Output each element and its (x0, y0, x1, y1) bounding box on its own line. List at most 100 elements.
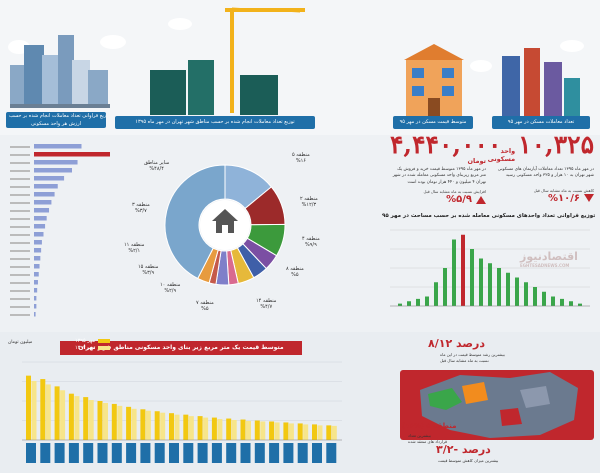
histogram-bar (425, 296, 429, 306)
donut-label-z5: منطقه ۵ %۱۶ (292, 152, 310, 164)
zone-tick-label (140, 443, 151, 463)
hbar-bar (34, 288, 38, 293)
hbar-bar (34, 296, 37, 301)
donut-label-z11: منطقه ۱۱ %۲/۱ (124, 242, 145, 254)
zone-tick-label (126, 443, 137, 463)
house-icon (212, 209, 238, 233)
hbar-bar (34, 176, 65, 181)
price-banner: متوسط قیمت مسکن در مهر ۹۵ (393, 116, 473, 129)
hbar-bar (34, 152, 110, 157)
bar-1395 (111, 403, 117, 440)
hbar-tick-label (10, 202, 30, 204)
histogram-bar (533, 287, 537, 306)
hbar-tick-label (10, 154, 30, 156)
count-unit: واحد مسکونی (487, 147, 516, 163)
value-distribution-banner: توزیع فراوانی تعداد معاملات انجام شده بر… (6, 112, 106, 128)
donut-label-z8: منطقه ۸ %۵ (286, 266, 304, 278)
hbar-tick-label (10, 290, 30, 292)
histogram-bar (551, 296, 555, 306)
zone-tick-label (154, 443, 165, 463)
histogram-bar (398, 303, 402, 306)
banner-line-1: توزیع فراوانی تعداد معاملات انجام شده بر… (9, 113, 106, 119)
count-change: %۱۰/۶ (548, 192, 580, 204)
bar-1395 (183, 414, 189, 440)
count-desc: در مهر ماه ۱۳۹۵ تعداد معاملات آپارتمان ه… (497, 167, 594, 179)
legend-1395-label: مهر ۱۳۹۵ (75, 338, 96, 344)
bar-1394 (317, 425, 323, 440)
bar-1395 (297, 423, 303, 440)
bar-1394 (74, 396, 80, 440)
zone-highlight: منطقه ۵ (%۱۶) (402, 422, 457, 430)
histogram-bar (452, 239, 456, 306)
donut-label-z7: منطقه ۷ %۵ (196, 300, 214, 312)
hbar-bar (34, 248, 42, 253)
zone-tick-label (197, 443, 208, 463)
hbar-tick-label (10, 274, 30, 276)
bar-1394 (274, 422, 280, 440)
zone-tick-label (283, 443, 294, 463)
legend-1395: مهر ۱۳۹۵ (75, 338, 111, 344)
zone-price-bar-chart (22, 361, 342, 463)
bar-1394 (303, 424, 309, 440)
zone-tick-label (169, 443, 179, 463)
towers-illustration (502, 48, 580, 118)
donut-slice (164, 164, 226, 280)
zone-tick-label (297, 443, 308, 463)
zone-tick-label (83, 443, 94, 463)
hbar-bar (34, 200, 52, 205)
hbar-tick-label (10, 210, 30, 212)
watermark-sub: EGHTESADNEWS.COM (520, 263, 570, 268)
increase-desc-2: نسبت به ماه مشابه سال قبل (440, 358, 489, 363)
cloud-decoration (560, 40, 584, 52)
bar-1395 (54, 386, 60, 440)
histogram-bar (443, 268, 447, 306)
bar-1394 (260, 421, 266, 440)
legend-1394: مهر ۱۳۹۴ (75, 345, 111, 351)
zone-tick-label (269, 443, 280, 463)
bar-1395 (254, 420, 260, 440)
bar-1394 (60, 390, 66, 440)
bar-1394 (31, 381, 37, 440)
hbar-tick-label (10, 218, 30, 220)
bar-1395 (211, 417, 217, 440)
hbar-tick-label (10, 250, 30, 252)
watermark-logo: اقتصادنیوز EGHTESADNEWS.COM (520, 250, 578, 268)
donut-label-z14: منطقه ۱۴ %۴/۷ (256, 298, 277, 310)
hbar-bar (34, 312, 36, 317)
bar-1395 (97, 401, 103, 440)
histogram-bar (470, 249, 474, 306)
price-change: %۵/۹ (446, 194, 472, 206)
count-stat: واحد مسکونی ۱۰,۳۲۵ در مهر ماه ۱۳۹۵ تعداد… (487, 132, 594, 204)
hbar-bar (34, 272, 39, 277)
zone-tick-label (54, 443, 65, 463)
histogram-bar (578, 303, 582, 306)
price-change-label: افزایش نسبت به ماه مشابه سال قبل (423, 189, 486, 195)
price-unit: تومان (467, 157, 486, 165)
bar-1395 (269, 421, 275, 440)
bar-1395 (83, 397, 89, 440)
cloud-decoration (100, 35, 126, 49)
hbar-tick-label (10, 194, 30, 196)
bar-1394 (160, 412, 166, 440)
hbar-bar (34, 304, 37, 309)
count-banner: تعداد معاملات مسکن در مهر ۹۵ (492, 116, 590, 129)
bar-1394 (188, 416, 194, 440)
bar-1394 (131, 408, 137, 440)
hbar-tick-label (10, 266, 30, 268)
histogram-bar (416, 298, 420, 306)
decrease-triangle-icon (584, 194, 594, 203)
bar-1395 (126, 406, 132, 440)
bottom-chart-title: متوسط قیمت یک متر مربع زیر بنای واحد مسک… (60, 341, 302, 355)
hbar-tick-label (10, 170, 30, 172)
hbar-bar (34, 264, 40, 269)
histogram-bar (479, 258, 483, 306)
bar-1394 (288, 423, 294, 440)
price-value: ۴,۴۴۰,۰۰۰ (390, 130, 502, 159)
donut-label-z3: منطقه ۳ %۳/۷ (132, 202, 150, 214)
zone-tick-label (211, 443, 222, 463)
hbar-bar (34, 224, 46, 229)
histogram-bar (407, 301, 411, 306)
zone-tick-label (240, 443, 251, 463)
hbar-bar (34, 168, 72, 173)
histogram-bar (515, 277, 519, 306)
